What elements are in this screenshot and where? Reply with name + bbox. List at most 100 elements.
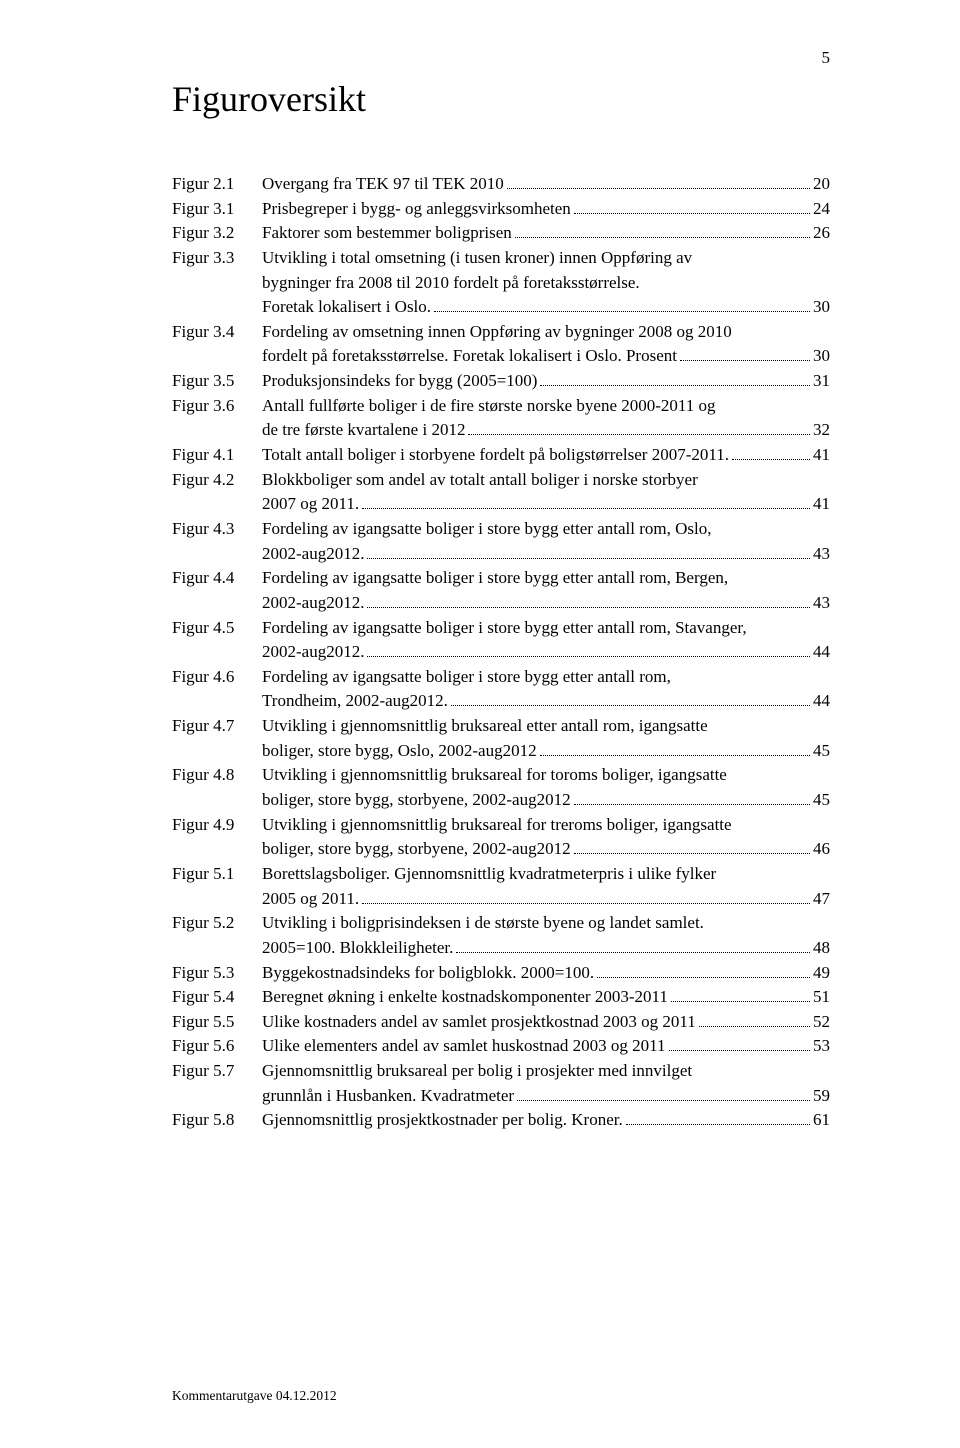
page-number: 5 [822, 48, 831, 68]
toc-page-number: 30 [813, 295, 830, 320]
toc-line: Fordeling av omsetning innen Oppføring a… [262, 320, 830, 345]
toc-description-wrap: Utvikling i gjennomsnittlig bruksareal f… [262, 763, 830, 812]
toc-description: de tre første kvartalene i 2012 [262, 418, 465, 443]
toc-entry: Figur 3.4Fordeling av omsetning innen Op… [172, 320, 830, 369]
toc-page-number: 30 [813, 344, 830, 369]
toc-description-wrap: Overgang fra TEK 97 til TEK 201020 [262, 172, 830, 197]
toc-leader-dots [451, 705, 810, 706]
toc-label: Figur 5.2 [172, 911, 262, 936]
toc-line: boliger, store bygg, storbyene, 2002-aug… [262, 837, 830, 862]
toc-line: Faktorer som bestemmer boligprisen 26 [262, 221, 830, 246]
toc-page-number: 44 [813, 640, 830, 665]
toc-line: Produksjonsindeks for bygg (2005=100) 31 [262, 369, 830, 394]
toc-line: Utvikling i gjennomsnittlig bruksareal f… [262, 763, 830, 788]
toc-line: Byggekostnadsindeks for boligblokk. 2000… [262, 961, 830, 986]
toc-line: Overgang fra TEK 97 til TEK 201020 [262, 172, 830, 197]
toc-label: Figur 4.3 [172, 517, 262, 542]
toc-label: Figur 4.8 [172, 763, 262, 788]
toc-line: Utvikling i gjennomsnittlig bruksareal f… [262, 813, 830, 838]
toc-line: Fordeling av igangsatte boliger i store … [262, 517, 830, 542]
toc-entry: Figur 4.3Fordeling av igangsatte boliger… [172, 517, 830, 566]
toc-description-wrap: Borettslagsboliger. Gjennomsnittlig kvad… [262, 862, 830, 911]
toc-description: 2007 og 2011. [262, 492, 359, 517]
toc-description-wrap: Gjennomsnittlig bruksareal per bolig i p… [262, 1059, 830, 1108]
toc-line: fordelt på foretaksstørrelse. Foretak lo… [262, 344, 830, 369]
toc-page-number: 41 [813, 492, 830, 517]
toc-label: Figur 4.7 [172, 714, 262, 739]
toc-label: Figur 5.5 [172, 1010, 262, 1035]
toc-leader-dots [732, 459, 810, 460]
toc-page-number: 59 [813, 1084, 830, 1109]
toc-page-number: 44 [813, 689, 830, 714]
toc-entry: Figur 5.2Utvikling i boligprisindeksen i… [172, 911, 830, 960]
toc-description: Utvikling i total omsetning (i tusen kro… [262, 246, 692, 271]
toc-label: Figur 3.1 [172, 197, 262, 222]
toc-entry: Figur 4.2Blokkboliger som andel av total… [172, 468, 830, 517]
toc-description: Prisbegreper i bygg- og anleggsvirksomhe… [262, 197, 571, 222]
toc-description-wrap: Byggekostnadsindeks for boligblokk. 2000… [262, 961, 830, 986]
toc-label: Figur 5.1 [172, 862, 262, 887]
toc-line: Utvikling i total omsetning (i tusen kro… [262, 246, 830, 271]
toc-description-wrap: Fordeling av igangsatte boliger i store … [262, 517, 830, 566]
toc-description: Fordeling av igangsatte boliger i store … [262, 566, 728, 591]
toc-leader-dots [671, 1001, 810, 1002]
toc-leader-dots [540, 755, 810, 756]
toc-label: Figur 3.6 [172, 394, 262, 419]
toc-page-number: 45 [813, 788, 830, 813]
toc-description: Antall fullførte boliger i de fire størs… [262, 394, 716, 419]
toc-page-number: 31 [813, 369, 830, 394]
toc-line: Fordeling av igangsatte boliger i store … [262, 665, 830, 690]
toc-description: Ulike elementers andel av samlet huskost… [262, 1034, 666, 1059]
footer-text: Kommentarutgave 04.12.2012 [172, 1388, 337, 1404]
toc-line: Blokkboliger som andel av totalt antall … [262, 468, 830, 493]
toc-description: Utvikling i gjennomsnittlig bruksareal e… [262, 714, 708, 739]
toc-label: Figur 4.4 [172, 566, 262, 591]
toc-description: Faktorer som bestemmer boligprisen [262, 221, 512, 246]
toc-description-wrap: Totalt antall boliger i storbyene fordel… [262, 443, 830, 468]
toc-page-number: 43 [813, 542, 830, 567]
toc-label: Figur 4.5 [172, 616, 262, 641]
toc-description: Borettslagsboliger. Gjennomsnittlig kvad… [262, 862, 716, 887]
toc-description: Byggekostnadsindeks for boligblokk. 2000… [262, 961, 594, 986]
toc-line: boliger, store bygg, storbyene, 2002-aug… [262, 788, 830, 813]
toc-label: Figur 4.1 [172, 443, 262, 468]
toc-description-wrap: Blokkboliger som andel av totalt antall … [262, 468, 830, 517]
toc-label: Figur 3.3 [172, 246, 262, 271]
toc-description: 2002-aug2012. [262, 591, 364, 616]
toc-leader-dots [540, 385, 810, 386]
toc-description-wrap: Prisbegreper i bygg- og anleggsvirksomhe… [262, 197, 830, 222]
toc-label: Figur 5.4 [172, 985, 262, 1010]
toc-entry: Figur 5.8Gjennomsnittlig prosjektkostnad… [172, 1108, 830, 1133]
toc-leader-dots [362, 903, 810, 904]
toc-page-number: 45 [813, 739, 830, 764]
toc-label: Figur 4.2 [172, 468, 262, 493]
toc-description-wrap: Gjennomsnittlig prosjektkostnader per bo… [262, 1108, 830, 1133]
toc-description-wrap: Antall fullførte boliger i de fire størs… [262, 394, 830, 443]
toc-description: Beregnet økning i enkelte kostnadskompon… [262, 985, 668, 1010]
toc-leader-dots [517, 1100, 810, 1101]
toc-page-number: 51 [813, 985, 830, 1010]
toc-page-number: 41 [813, 443, 830, 468]
toc-label: Figur 5.3 [172, 961, 262, 986]
toc-line: Utvikling i boligprisindeksen i de størs… [262, 911, 830, 936]
toc-description-wrap: Produksjonsindeks for bygg (2005=100) 31 [262, 369, 830, 394]
toc-description-wrap: Utvikling i boligprisindeksen i de størs… [262, 911, 830, 960]
toc-description: Ulike kostnaders andel av samlet prosjek… [262, 1010, 696, 1035]
toc-description: fordelt på foretaksstørrelse. Foretak lo… [262, 344, 677, 369]
toc-leader-dots [362, 508, 810, 509]
page-title: Figuroversikt [172, 78, 830, 120]
toc-line: Ulike kostnaders andel av samlet prosjek… [262, 1010, 830, 1035]
toc-line: grunnlån i Husbanken. Kvadratmeter 59 [262, 1084, 830, 1109]
toc-label: Figur 3.2 [172, 221, 262, 246]
toc-description-wrap: Faktorer som bestemmer boligprisen 26 [262, 221, 830, 246]
toc-description: Produksjonsindeks for bygg (2005=100) [262, 369, 537, 394]
toc-page-number: 52 [813, 1010, 830, 1035]
toc-entry: Figur 5.4Beregnet økning i enkelte kostn… [172, 985, 830, 1010]
toc-page-number: 61 [813, 1108, 830, 1133]
toc-description: Blokkboliger som andel av totalt antall … [262, 468, 698, 493]
toc-description: Utvikling i boligprisindeksen i de størs… [262, 911, 704, 936]
toc-page-number: 26 [813, 221, 830, 246]
toc-entry: Figur 4.5Fordeling av igangsatte boliger… [172, 616, 830, 665]
toc-label: Figur 4.9 [172, 813, 262, 838]
toc-description: grunnlån i Husbanken. Kvadratmeter [262, 1084, 514, 1109]
